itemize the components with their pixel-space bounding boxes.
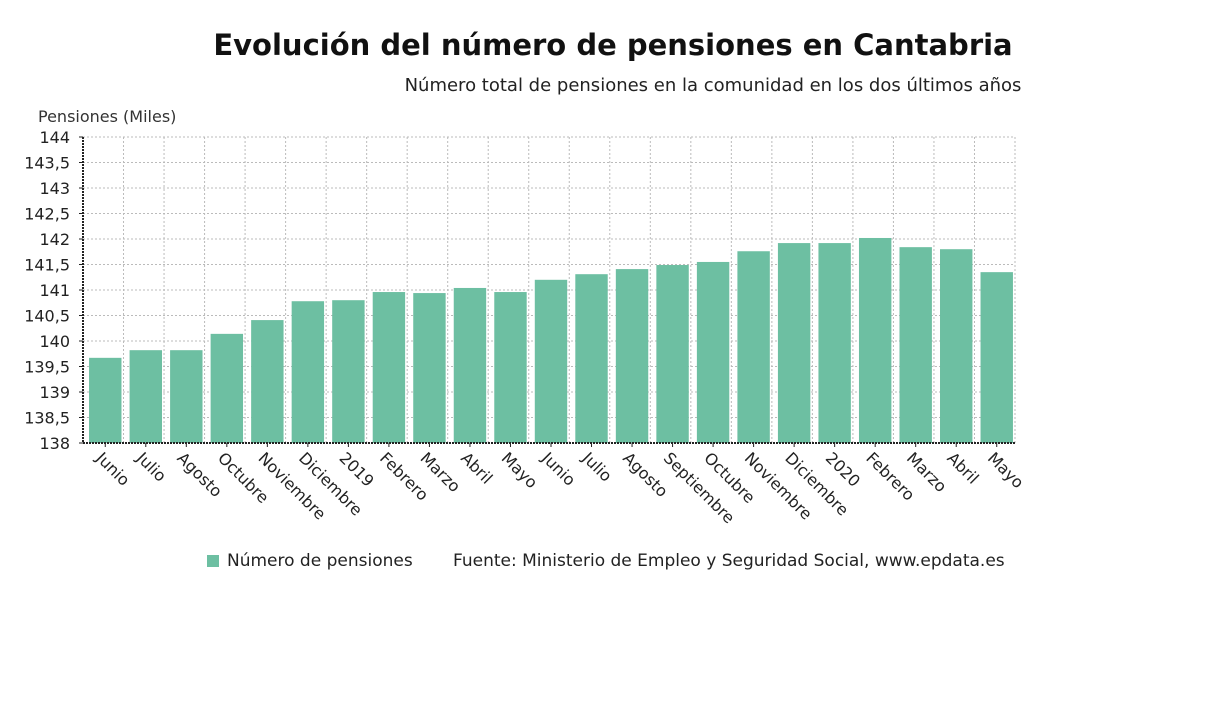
y-tick-label: 140	[39, 332, 70, 351]
bar	[575, 274, 608, 443]
y-tick-label: 139	[39, 383, 70, 402]
bar	[656, 265, 689, 443]
y-tick-label: 138,5	[24, 409, 70, 428]
chart-subtitle: Número total de pensiones en la comunida…	[0, 75, 1226, 96]
x-tick-label: Junio	[537, 448, 579, 490]
y-tick-label: 140,5	[24, 307, 70, 326]
bar	[818, 243, 851, 443]
chart-title: Evolución del número de pensiones en Can…	[213, 28, 1013, 62]
legend-label: Número de pensiones	[227, 551, 413, 571]
bar-chart: Pensiones (Miles) 138 138,5 139 139,5 140 140,…	[24, 107, 1028, 527]
legend-swatch	[207, 555, 219, 567]
y-tick-label: 142	[39, 230, 70, 249]
y-axis-label: Pensiones (Miles)	[38, 107, 176, 126]
x-tick-label: Julio	[132, 448, 170, 486]
bar	[210, 333, 244, 443]
bar	[129, 350, 162, 443]
bar	[777, 243, 811, 443]
x-tick-label: Mayo	[498, 448, 542, 492]
bar	[332, 300, 365, 443]
bar	[534, 279, 568, 443]
bar	[453, 287, 487, 443]
subtitle-text: Número total de pensiones en la comunida…	[404, 75, 1022, 96]
bar	[615, 269, 649, 443]
bar	[291, 301, 325, 443]
bar	[737, 251, 770, 443]
x-tick-label: Julio	[578, 448, 616, 486]
bar	[170, 350, 203, 443]
y-tick-label: 138	[39, 434, 70, 453]
bar	[696, 261, 730, 443]
x-tick-label: Agosto	[173, 448, 226, 501]
bar	[251, 320, 284, 443]
bar	[494, 292, 527, 443]
y-tick-label: 139,5	[24, 358, 70, 377]
source-note: Fuente: Ministerio de Empleo y Seguridad…	[453, 551, 1005, 571]
y-tick-label: 142,5	[24, 205, 70, 224]
legend: Número de pensiones	[207, 551, 413, 571]
bar	[858, 237, 892, 443]
bar	[413, 293, 446, 443]
y-tick-label: 143,5	[24, 154, 70, 173]
bar	[899, 247, 932, 443]
bar	[940, 249, 973, 443]
bar	[372, 292, 406, 443]
y-tick-label: 141,5	[24, 256, 70, 275]
bar	[980, 272, 1013, 443]
bar	[89, 357, 122, 443]
y-tick-label: 141	[39, 281, 70, 300]
y-tick-label: 143	[39, 179, 70, 198]
y-tick-label: 144	[39, 128, 70, 147]
x-tick-label: Junio	[92, 448, 134, 490]
x-tick-label: Agosto	[619, 448, 672, 501]
x-tick-label: Mayo	[984, 448, 1028, 492]
